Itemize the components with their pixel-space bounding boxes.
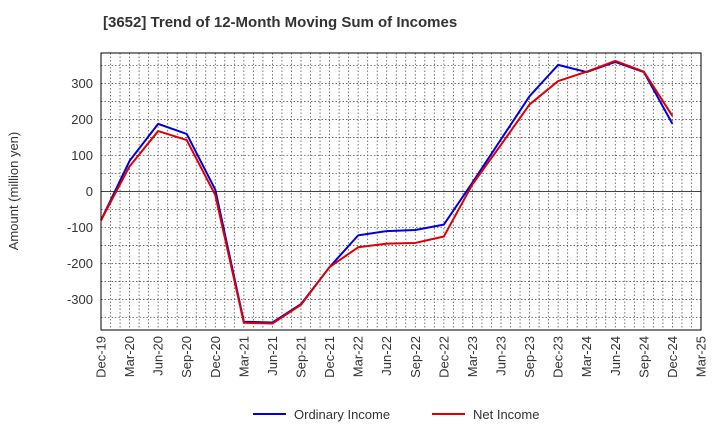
x-tick-label: Sep-22 xyxy=(408,336,423,378)
legend: Ordinary Income Net Income xyxy=(253,407,539,422)
y-tick-label: -300 xyxy=(67,292,93,307)
x-tick-label: Dec-19 xyxy=(94,336,109,378)
x-tick-label: Dec-20 xyxy=(208,336,223,378)
series-line-net-income xyxy=(100,59,674,325)
chart-title: [3652] Trend of 12-Month Moving Sum of I… xyxy=(103,14,458,31)
legend-label: Ordinary Income xyxy=(294,407,390,422)
x-tick-label: Sep-20 xyxy=(179,336,194,378)
x-tick-label: Dec-24 xyxy=(665,336,680,378)
x-tick-label: Mar-24 xyxy=(579,336,594,377)
x-tick-label: Mar-20 xyxy=(122,336,137,377)
x-tick-label: Jun-22 xyxy=(379,336,394,376)
y-tick-label: -200 xyxy=(67,256,93,271)
x-tick-label: Dec-21 xyxy=(322,336,337,378)
legend-label: Net Income xyxy=(473,407,539,422)
x-tick-label: Jun-21 xyxy=(265,336,280,376)
x-tick-label: Jun-23 xyxy=(494,336,509,376)
x-tick-label: Jun-24 xyxy=(608,336,623,376)
x-tick-label: Jun-20 xyxy=(151,336,166,376)
x-tick-label: Mar-25 xyxy=(694,336,709,377)
x-axis-ticks: Dec-19 Mar-20 Jun-20 Sep-20 Dec-20 Mar-21 Jun-… xyxy=(94,336,709,378)
x-tick-label: Dec-23 xyxy=(551,336,566,378)
x-tick-label: Mar-23 xyxy=(465,336,480,377)
x-tick-label: Mar-22 xyxy=(351,336,366,377)
x-tick-label: Dec-22 xyxy=(436,336,451,378)
x-tick-label: Sep-21 xyxy=(294,336,309,378)
y-tick-label: 100 xyxy=(71,148,93,163)
y-tick-label: 0 xyxy=(86,184,93,199)
grid xyxy=(101,53,701,330)
y-tick-label: -100 xyxy=(67,220,93,235)
y-axis-ticks: -300 -200 -100 0 100 200 300 xyxy=(67,76,93,307)
x-tick-label: Mar-21 xyxy=(236,336,251,377)
y-tick-label: 300 xyxy=(71,76,93,91)
plot-frame xyxy=(100,52,702,331)
y-tick-label: 200 xyxy=(71,112,93,127)
y-axis-label: Amount (million yen) xyxy=(6,132,21,251)
series-lines xyxy=(100,59,674,325)
x-tick-label: Sep-23 xyxy=(522,336,537,378)
x-tick-label: Sep-24 xyxy=(636,336,651,378)
series-line-ordinary-income xyxy=(100,60,674,324)
